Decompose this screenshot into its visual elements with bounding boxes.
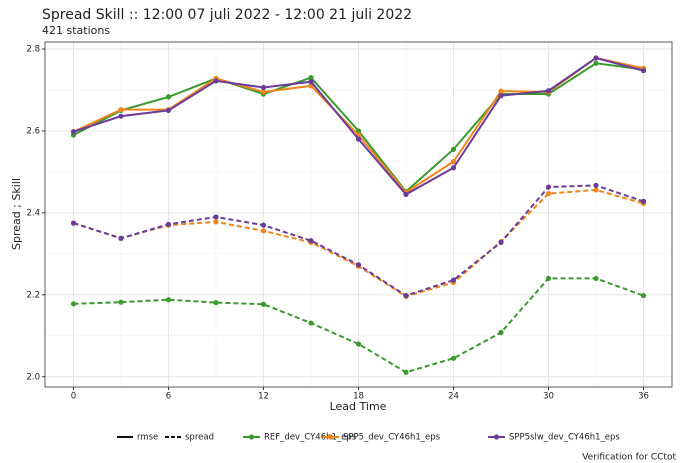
point xyxy=(165,297,172,303)
point xyxy=(213,78,219,84)
point xyxy=(308,238,314,244)
point xyxy=(260,228,267,234)
point xyxy=(260,222,267,228)
y-axis-label: Spread ; Skill xyxy=(10,178,23,250)
point xyxy=(498,88,504,94)
chart-title: Spread Skill :: 12:00 07 juli 2022 - 12:… xyxy=(42,7,412,23)
point xyxy=(165,221,172,227)
legend-label: SPP5slw_dev_CY46h1_eps xyxy=(509,433,620,443)
point xyxy=(450,277,457,283)
point xyxy=(260,301,267,307)
point xyxy=(403,191,409,198)
point xyxy=(403,293,409,299)
point xyxy=(118,235,124,241)
point xyxy=(70,129,77,135)
legend-label: SPP5_dev_CY46h1_eps xyxy=(343,433,441,443)
y-tick-label: 2.2 xyxy=(26,290,40,300)
point xyxy=(640,68,647,74)
x-tick-label: 18 xyxy=(353,392,364,402)
point xyxy=(450,355,457,361)
point xyxy=(355,128,362,134)
y-tick-label: 2.4 xyxy=(26,208,40,218)
point xyxy=(118,107,124,113)
point xyxy=(308,320,314,326)
legend-label: REF_dev_CY46h1_eps xyxy=(264,433,357,443)
legend-label: rmse xyxy=(137,433,158,443)
legend-key xyxy=(327,434,334,440)
x-tick-label: 0 xyxy=(71,392,76,402)
point xyxy=(403,369,409,375)
y-tick-label: 2.6 xyxy=(26,126,40,136)
x-tick-label: 12 xyxy=(258,392,269,402)
point xyxy=(213,214,219,220)
point xyxy=(545,88,552,94)
point xyxy=(308,75,314,81)
x-tick-label: 30 xyxy=(543,392,554,402)
point xyxy=(70,220,77,226)
point xyxy=(545,275,552,282)
y-tick-label: 2.0 xyxy=(26,372,40,382)
point xyxy=(593,187,599,193)
point xyxy=(450,159,457,165)
point xyxy=(640,198,647,204)
point xyxy=(545,184,552,190)
legend-key xyxy=(493,434,500,440)
point xyxy=(640,293,647,299)
point xyxy=(593,275,599,282)
point xyxy=(118,113,124,119)
point xyxy=(260,84,267,91)
point xyxy=(355,262,362,268)
point xyxy=(165,107,172,114)
point xyxy=(308,79,314,85)
x-tick-label: 36 xyxy=(638,392,649,402)
point xyxy=(450,165,457,171)
legend-key xyxy=(248,434,255,440)
caption: Verification for CCtot xyxy=(582,453,676,463)
point xyxy=(165,94,172,100)
point xyxy=(355,136,362,142)
point xyxy=(498,329,504,336)
point xyxy=(593,60,599,66)
chart-subtitle: 421 stations xyxy=(42,24,110,37)
plot-border xyxy=(44,41,673,388)
point xyxy=(355,341,362,347)
point xyxy=(70,301,77,307)
point xyxy=(118,299,124,305)
point xyxy=(450,146,457,152)
point xyxy=(593,55,599,61)
point xyxy=(213,299,219,306)
legend-label: spread xyxy=(185,433,214,443)
point xyxy=(213,219,219,225)
y-tick-label: 2.8 xyxy=(26,44,40,54)
x-axis-label: Lead Time xyxy=(330,400,387,413)
point xyxy=(545,191,552,197)
x-tick-label: 6 xyxy=(166,392,171,402)
point xyxy=(498,239,504,245)
point xyxy=(498,93,504,99)
x-tick-label: 24 xyxy=(448,392,459,402)
point xyxy=(593,182,599,189)
point xyxy=(260,89,267,95)
